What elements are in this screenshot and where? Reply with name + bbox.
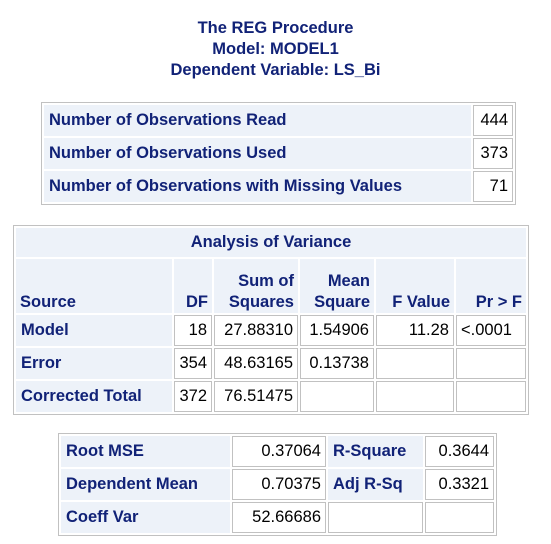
col-header-mean-square: Mean Square <box>300 259 374 313</box>
anova-caption-row: Analysis of Variance <box>16 228 526 257</box>
stat-value: 0.70375 <box>232 469 326 500</box>
row-label: Number of Observations with Missing Valu… <box>44 171 471 202</box>
ss-value: 48.63165 <box>214 348 298 379</box>
f-value: 11.28 <box>376 315 454 346</box>
stat-label: Root MSE <box>61 436 230 467</box>
row-value: 444 <box>473 105 513 136</box>
col-header-ss-line2: Squares <box>228 293 294 311</box>
stat-label: Coeff Var <box>61 502 230 533</box>
table-row: Root MSE 0.37064 R-Square 0.3644 <box>61 436 494 467</box>
empty-cell <box>376 348 454 379</box>
stat-value: 0.3644 <box>425 436 494 467</box>
ss-value: 76.51475 <box>214 381 298 412</box>
model-title: Model: MODEL1 <box>212 40 339 58</box>
empty-cell <box>456 381 526 412</box>
df-value: 18 <box>174 315 212 346</box>
table-row: Model 18 27.88310 1.54906 11.28 <.0001 <box>16 315 526 346</box>
source-label: Model <box>16 315 172 346</box>
output-titles: The REG Procedure Model: MODEL1 Dependen… <box>0 18 551 81</box>
fit-statistics-table: Root MSE 0.37064 R-Square 0.3644 Depende… <box>58 433 497 536</box>
stat-value: 0.3321 <box>425 469 494 500</box>
col-header-p-value: Pr > F <box>456 259 526 313</box>
row-label: Number of Observations Read <box>44 105 471 136</box>
table-row: Number of Observations Read 444 <box>44 105 513 136</box>
ss-value: 27.88310 <box>214 315 298 346</box>
dependent-variable-title: Dependent Variable: LS_Bi <box>170 61 381 79</box>
procedure-title: The REG Procedure <box>197 19 354 37</box>
observations-table: Number of Observations Read 444 Number o… <box>41 102 516 205</box>
empty-cell <box>300 381 374 412</box>
table-row: Number of Observations Used 373 <box>44 138 513 169</box>
p-value: <.0001 <box>456 315 526 346</box>
stat-value: 52.66686 <box>232 502 326 533</box>
source-label: Error <box>16 348 172 379</box>
col-header-ms-line2: Square <box>314 293 370 311</box>
empty-cell <box>376 381 454 412</box>
stat-value: 0.37064 <box>232 436 326 467</box>
empty-cell <box>328 502 423 533</box>
df-value: 354 <box>174 348 212 379</box>
table-row: Corrected Total 372 76.51475 <box>16 381 526 412</box>
empty-cell <box>425 502 494 533</box>
stat-label: Adj R-Sq <box>328 469 423 500</box>
col-header-f-value: F Value <box>376 259 454 313</box>
ms-value: 0.13738 <box>300 348 374 379</box>
empty-cell <box>456 348 526 379</box>
ms-value: 1.54906 <box>300 315 374 346</box>
col-header-source: Source <box>16 259 172 313</box>
table-row: Error 354 48.63165 0.13738 <box>16 348 526 379</box>
row-value: 373 <box>473 138 513 169</box>
col-header-sum-of-squares: Sum of Squares <box>214 259 298 313</box>
table-row: Dependent Mean 0.70375 Adj R-Sq 0.3321 <box>61 469 494 500</box>
col-header-ms-line1: Mean <box>327 272 370 290</box>
stat-label: Dependent Mean <box>61 469 230 500</box>
col-header-df: DF <box>174 259 212 313</box>
table-row: Coeff Var 52.66686 <box>61 502 494 533</box>
col-header-ss-line1: Sum of <box>238 272 294 290</box>
anova-header-row: Source DF Sum of Squares Mean Square F V… <box>16 259 526 313</box>
anova-caption: Analysis of Variance <box>16 228 526 257</box>
source-label: Corrected Total <box>16 381 172 412</box>
stat-label: R-Square <box>328 436 423 467</box>
table-row: Number of Observations with Missing Valu… <box>44 171 513 202</box>
df-value: 372 <box>174 381 212 412</box>
row-label: Number of Observations Used <box>44 138 471 169</box>
anova-table: Analysis of Variance Source DF Sum of Sq… <box>13 225 529 415</box>
row-value: 71 <box>473 171 513 202</box>
